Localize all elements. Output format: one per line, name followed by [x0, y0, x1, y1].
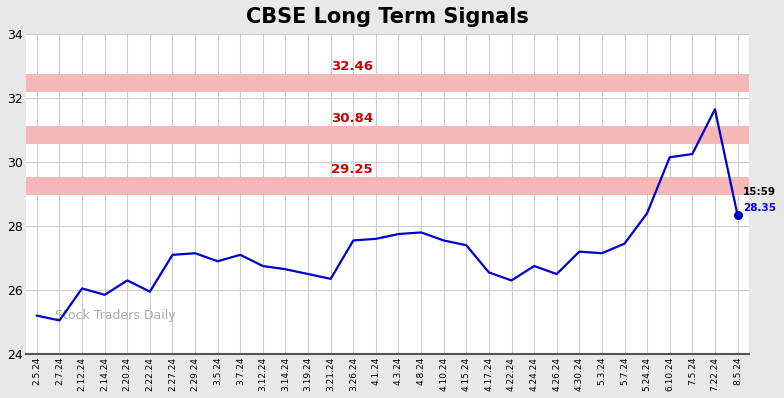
Bar — [26, 177, 749, 195]
Bar — [26, 126, 749, 144]
Point — [731, 212, 744, 218]
Bar — [26, 74, 749, 92]
Text: 30.84: 30.84 — [331, 112, 373, 125]
Text: 15:59: 15:59 — [743, 187, 776, 197]
Text: 28.35: 28.35 — [743, 203, 776, 213]
Text: Stock Traders Daily: Stock Traders Daily — [55, 309, 175, 322]
Text: 29.25: 29.25 — [331, 163, 372, 176]
Title: CBSE Long Term Signals: CBSE Long Term Signals — [245, 7, 528, 27]
Text: 32.46: 32.46 — [331, 60, 373, 73]
